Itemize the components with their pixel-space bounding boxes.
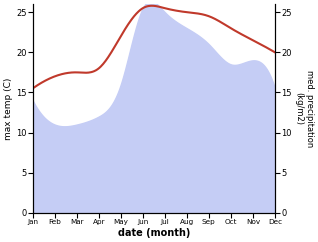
Y-axis label: max temp (C): max temp (C)	[4, 77, 13, 140]
Y-axis label: med. precipitation
(kg/m2): med. precipitation (kg/m2)	[294, 70, 314, 147]
X-axis label: date (month): date (month)	[118, 228, 190, 238]
